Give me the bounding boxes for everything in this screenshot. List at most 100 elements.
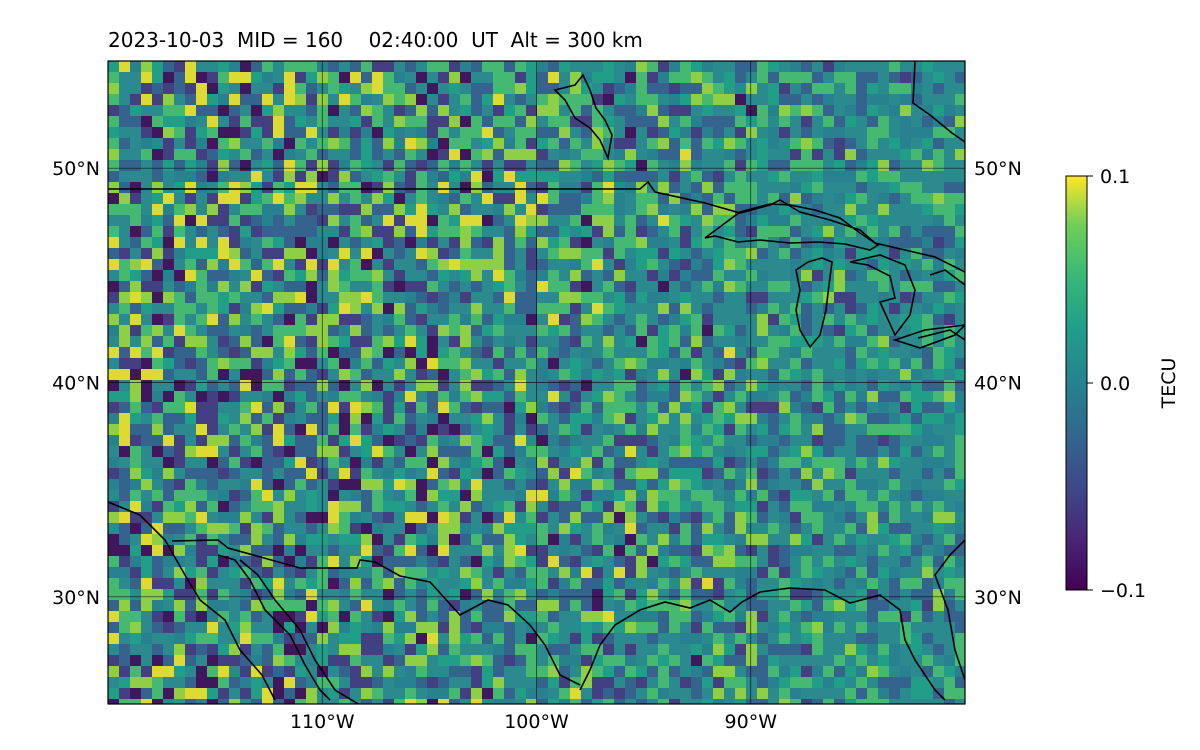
tec-cell [394, 369, 405, 380]
tec-cell [284, 534, 295, 545]
tec-cell [229, 446, 240, 457]
tec-cell [735, 358, 746, 369]
tec-cell [900, 490, 911, 501]
tec-cell [504, 556, 515, 567]
tec-cell [196, 424, 207, 435]
tec-cell [592, 655, 603, 666]
tec-cell [867, 424, 878, 435]
tec-cell [449, 600, 460, 611]
tec-cell [768, 83, 779, 94]
tec-cell [218, 325, 229, 336]
tec-cell [944, 545, 955, 556]
tec-cell [427, 358, 438, 369]
tec-cell [328, 336, 339, 347]
tec-cell [251, 193, 262, 204]
tec-cell [581, 105, 592, 116]
tec-cell [372, 391, 383, 402]
tec-cell [405, 204, 416, 215]
tec-cell [383, 138, 394, 149]
tec-cell [163, 468, 174, 479]
tec-cell [515, 600, 526, 611]
tec-cell [768, 402, 779, 413]
tec-cell [537, 61, 548, 72]
tec-cell [130, 204, 141, 215]
tec-cell [790, 314, 801, 325]
tec-cell [361, 435, 372, 446]
tec-cell [207, 248, 218, 259]
tec-cell [152, 248, 163, 259]
tec-cell [295, 380, 306, 391]
tec-cell [713, 215, 724, 226]
tec-cell [592, 72, 603, 83]
tec-cell [867, 336, 878, 347]
tec-cell [251, 501, 262, 512]
tec-cell [185, 325, 196, 336]
tec-cell [790, 193, 801, 204]
tec-cell [592, 413, 603, 424]
tec-cell [768, 655, 779, 666]
tec-cell [856, 215, 867, 226]
tec-cell [724, 644, 735, 655]
tec-cell [262, 94, 273, 105]
tec-cell [328, 677, 339, 688]
tec-cell [108, 127, 119, 138]
tec-cell [438, 534, 449, 545]
tec-cell [823, 501, 834, 512]
tec-cell [614, 314, 625, 325]
tec-cell [361, 479, 372, 490]
tec-cell [713, 193, 724, 204]
tec-cell [152, 204, 163, 215]
tec-cell [812, 413, 823, 424]
tec-cell [834, 325, 845, 336]
tec-cell [735, 138, 746, 149]
tec-cell [449, 116, 460, 127]
tec-cell [284, 248, 295, 259]
tec-cell [625, 237, 636, 248]
tec-cell [889, 468, 900, 479]
tec-cell [592, 226, 603, 237]
tec-cell [416, 72, 427, 83]
tec-cell [713, 281, 724, 292]
tec-cell [240, 655, 251, 666]
tec-cell [108, 237, 119, 248]
tec-cell [922, 138, 933, 149]
tec-cell [889, 534, 900, 545]
tec-cell [460, 556, 471, 567]
tec-cell [130, 501, 141, 512]
tec-cell [779, 160, 790, 171]
tec-cell [779, 226, 790, 237]
tec-cell [141, 677, 152, 688]
tec-cell [394, 226, 405, 237]
tec-cell [482, 523, 493, 534]
tec-cell [174, 72, 185, 83]
tec-cell [372, 380, 383, 391]
tec-cell [779, 677, 790, 688]
tec-cell [845, 523, 856, 534]
tec-cell [834, 358, 845, 369]
tec-cell [405, 611, 416, 622]
tec-cell [273, 633, 284, 644]
tec-cell [295, 127, 306, 138]
tec-cell [801, 545, 812, 556]
tec-cell [856, 699, 867, 704]
tec-cell [955, 149, 965, 160]
tec-cell [405, 215, 416, 226]
tec-cell [130, 116, 141, 127]
tec-cell [548, 534, 559, 545]
tec-cell [306, 127, 317, 138]
tec-cell [867, 127, 878, 138]
tec-cell [108, 72, 119, 83]
tec-cell [614, 248, 625, 259]
tec-cell [108, 512, 119, 523]
tec-cell [955, 501, 965, 512]
tec-cell [614, 622, 625, 633]
tec-cell [361, 160, 372, 171]
tec-cell [185, 699, 196, 704]
tec-cell [768, 468, 779, 479]
tec-cell [119, 424, 130, 435]
tec-cell [658, 501, 669, 512]
tec-cell [130, 270, 141, 281]
tec-cell [691, 204, 702, 215]
tec-cell [504, 622, 515, 633]
tec-cell [427, 270, 438, 281]
